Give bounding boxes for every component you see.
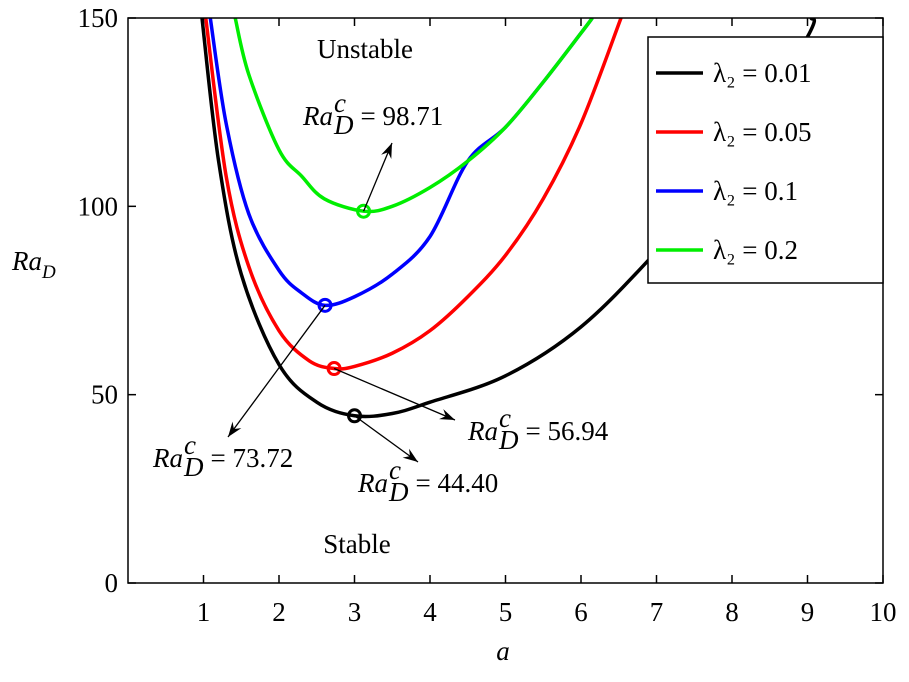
y-tick-label: 50 <box>91 380 118 410</box>
annotation-base: Ra <box>152 443 183 473</box>
annotation-sub: D <box>388 477 409 507</box>
region-label: Unstable <box>317 34 413 64</box>
annotation-base: Ra <box>302 101 333 131</box>
annotation-sub: D <box>333 110 354 140</box>
annotation-base: Ra <box>357 468 388 498</box>
annotation-sub: D <box>183 452 204 482</box>
legend-label: λ₂ = 0.01 <box>713 58 811 88</box>
annotation-arrow <box>227 304 326 438</box>
annotation-text: = 44.40 <box>416 468 499 498</box>
x-tick-label: 6 <box>574 597 588 627</box>
annotation-text: = 56.94 <box>526 416 609 446</box>
critical-point <box>356 203 372 219</box>
annotation-arrow <box>354 415 419 463</box>
y-tick-label: 0 <box>105 568 119 598</box>
annotation-sup: c <box>389 455 401 485</box>
x-tick-label: 3 <box>348 597 362 627</box>
legend-box <box>647 36 884 284</box>
annotation-sup: c <box>334 88 346 118</box>
legend-label: λ₂ = 0.05 <box>713 117 811 147</box>
arrow-head <box>381 143 392 159</box>
x-tick-label: 2 <box>272 597 286 627</box>
critical-point <box>347 408 362 424</box>
annotation-text: = 73.72 <box>211 443 294 473</box>
arrow-head <box>439 409 455 420</box>
y-tick-label: 100 <box>78 191 119 221</box>
x-axis-label: a <box>496 636 510 666</box>
x-tick-label: 5 <box>499 597 513 627</box>
annotation-sup: c <box>184 430 196 460</box>
legend-label: λ₂ = 0.1 <box>713 176 798 206</box>
y-axis-label: RaD <box>11 246 56 283</box>
annotation-arrow <box>362 142 393 212</box>
y-axis-label-base: Ra <box>11 246 42 276</box>
annotation-sub: D <box>498 425 519 455</box>
legend-label: λ₂ = 0.2 <box>713 235 798 265</box>
y-axis-label-sub: D <box>41 262 56 283</box>
annotation-text: = 98.71 <box>361 101 444 131</box>
arrow-head <box>402 448 418 462</box>
y-tick-label: 150 <box>78 3 119 33</box>
annotation-base: Ra <box>467 416 498 446</box>
region-label: Stable <box>323 529 391 559</box>
x-tick-label: 1 <box>197 597 211 627</box>
x-tick-label: 10 <box>870 597 897 627</box>
x-tick-label: 8 <box>725 597 739 627</box>
series-line <box>204 18 623 371</box>
critical-point <box>317 297 333 313</box>
x-tick-label: 7 <box>650 597 664 627</box>
series-line <box>233 18 594 214</box>
arrow-head <box>228 421 242 437</box>
annotation-arrow <box>333 367 456 421</box>
critical-point <box>326 361 342 377</box>
x-tick-label: 4 <box>423 597 437 627</box>
x-tick-label: 9 <box>801 597 815 627</box>
annotation-sup: c <box>499 403 511 433</box>
